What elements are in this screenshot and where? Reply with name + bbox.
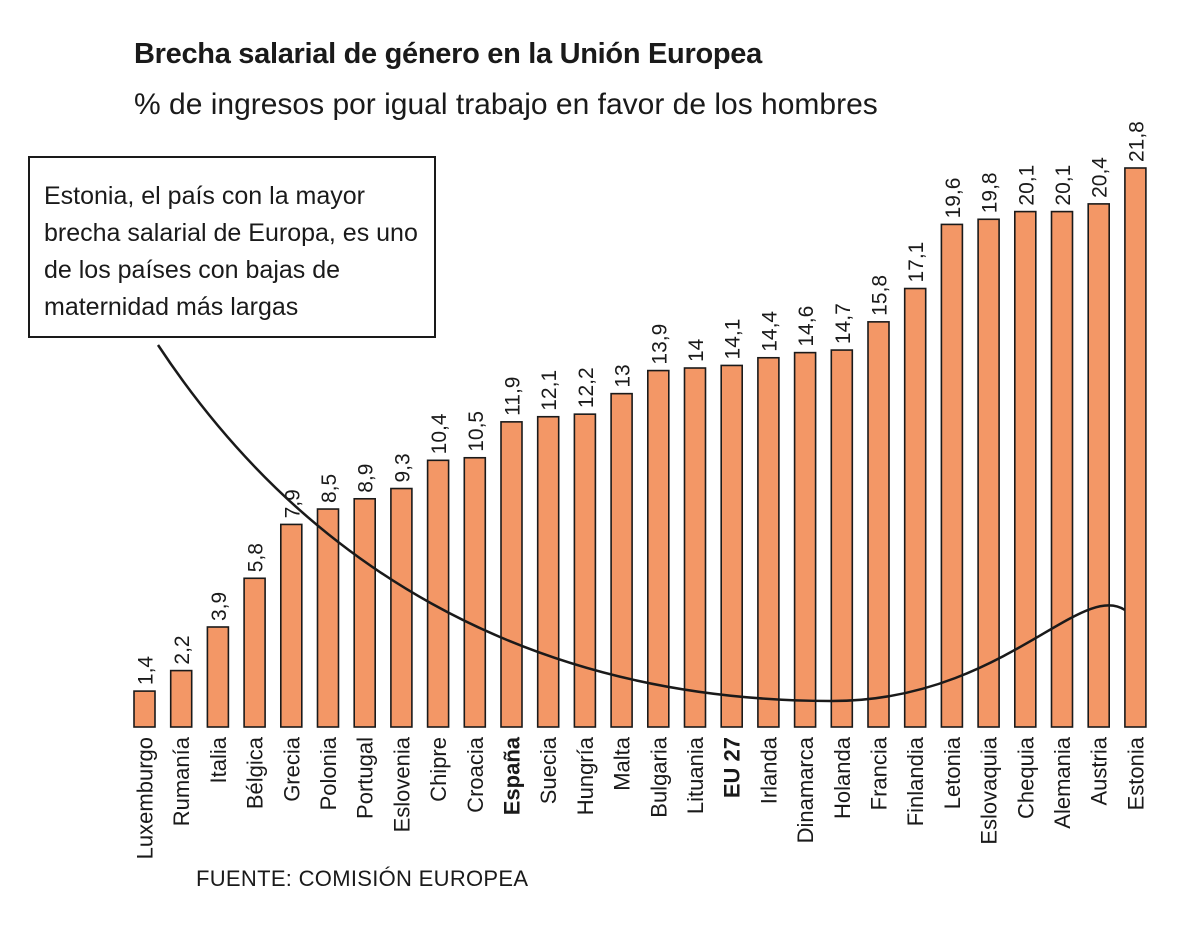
category-label-espana: España [500, 736, 525, 815]
bar-finlandia [903, 287, 927, 728]
annotation-curve [156, 344, 1126, 703]
category-label-croacia: Croacia [463, 736, 488, 813]
value-label-croacia: 10,5 [465, 411, 488, 452]
value-label-eslovaquia: 19,8 [979, 172, 1002, 213]
bar-francia [867, 321, 890, 728]
bar-espana [500, 421, 523, 728]
bar-suecia [536, 415, 560, 728]
category-label-portugal: Portugal [353, 737, 378, 819]
bars-layer [133, 167, 1147, 728]
value-label-malta: 13 [612, 364, 635, 387]
category-label-chipre: Chipre [426, 737, 451, 802]
chart-subtitle: % de ingresos por igual trabajo en favor… [134, 88, 878, 121]
value-label-espana: 11,9 [502, 377, 525, 416]
category-label-eslovaquia: Eslovaquia [977, 736, 1002, 844]
bar-alemania [1050, 210, 1074, 728]
category-label-grecia: Grecia [279, 736, 304, 802]
value-label-grecia: 7,9 [281, 489, 304, 518]
bar-grecia [279, 523, 303, 728]
category-label-austria: Austria [1087, 736, 1112, 805]
category-label-irlanda: Irlanda [756, 736, 781, 804]
value-label-belgica: 5,8 [245, 543, 268, 572]
value-label-irlanda: 14,4 [758, 311, 781, 352]
bar-chipre [426, 459, 450, 728]
value-label-polonia: 8,5 [318, 474, 341, 503]
value-label-italia: 3,9 [208, 592, 231, 621]
category-label-suecia: Suecia [536, 736, 561, 804]
value-label-eu-27: 14,1 [722, 319, 745, 360]
category-label-francia: Francia [867, 736, 892, 810]
value-label-portugal: 8,9 [355, 464, 378, 493]
category-label-italia: Italia [206, 736, 231, 783]
category-label-belgica: Bélgica [243, 736, 268, 809]
value-label-luxemburgo: 1,4 [135, 656, 158, 686]
bar-rumania [169, 669, 193, 728]
bar-belgica [243, 577, 266, 728]
bar-letonia [940, 223, 964, 728]
source-note: FUENTE: COMISIÓN EUROPEA [196, 866, 529, 891]
value-label-lituania: 14 [685, 338, 708, 362]
category-label-lituania: Lituania [683, 736, 708, 814]
value-label-finlandia: 17,1 [905, 242, 928, 283]
category-label-polonia: Polonia [316, 736, 341, 810]
value-label-rumania: 2,2 [171, 635, 194, 664]
chart-title: Brecha salarial de género en la Unión Eu… [134, 38, 762, 70]
bar-italia [206, 626, 230, 728]
value-label-holanda: 14,7 [832, 303, 855, 344]
value-label-letonia: 19,6 [942, 178, 965, 219]
bar-eslovaquia [977, 218, 1000, 728]
bar-eu-27 [720, 364, 744, 728]
value-label-bulgaria: 13,9 [648, 324, 671, 365]
value-label-dinamarca: 14,6 [795, 306, 818, 347]
bar-lituania [683, 367, 707, 728]
category-label-alemania: Alemania [1050, 736, 1075, 828]
bar-polonia [316, 508, 340, 728]
value-label-francia: 15,8 [869, 275, 892, 316]
value-label-alemania: 20,1 [1052, 165, 1075, 206]
value-label-suecia: 12,1 [538, 370, 561, 411]
category-label-eslovenia: Eslovenia [389, 736, 414, 832]
category-label-estonia: Estonia [1123, 736, 1148, 810]
category-label-holanda: Holanda [830, 736, 855, 819]
bar-hungria [573, 413, 597, 728]
category-label-luxemburgo: Luxemburgo [133, 737, 158, 859]
annotation-box: Estonia, el país con la mayor brecha sal… [28, 156, 436, 338]
value-label-estonia: 21,8 [1125, 121, 1148, 162]
bar-bulgaria [646, 369, 670, 728]
category-labels-layer: Luxemburgo Rumanía Italia Bélgica Grecia Polo… [133, 736, 1149, 859]
category-label-finlandia: Finlandia [903, 736, 928, 826]
value-label-eslovenia: 9,3 [391, 453, 414, 482]
bar-portugal [353, 497, 377, 728]
category-label-hungria: Hungría [573, 736, 598, 815]
annotation-text: Estonia, el país con la mayor brecha sal… [44, 182, 418, 321]
category-label-chequia: Chequia [1013, 736, 1038, 819]
category-label-rumania: Rumanía [169, 736, 194, 826]
value-label-chipre: 10,4 [428, 413, 451, 454]
category-label-malta: Malta [610, 736, 635, 791]
bar-eslovenia [390, 487, 413, 728]
bar-dinamarca [793, 351, 817, 728]
bar-estonia [1124, 167, 1147, 728]
category-label-dinamarca: Dinamarca [793, 736, 818, 843]
bar-malta [610, 392, 633, 728]
value-label-austria: 20,4 [1089, 157, 1112, 198]
bar-holanda [830, 349, 854, 728]
value-label-hungria: 12,2 [575, 367, 598, 408]
bar-chequia [1013, 210, 1037, 728]
bar-luxemburgo [133, 690, 156, 728]
category-label-eu-27: EU 27 [720, 737, 745, 798]
value-label-chequia: 20,1 [1015, 165, 1038, 206]
value-labels-layer: 1,4 2,2 3,9 5,8 7,9 8,5 8,9 9,3 10,4 10,5 11,9 12,1… [135, 121, 1149, 685]
bar-austria [1087, 203, 1110, 728]
bar-irlanda [757, 356, 780, 728]
category-label-bulgaria: Bulgaria [646, 736, 671, 817]
category-label-letonia: Letonia [940, 736, 965, 809]
bar-croacia [463, 456, 487, 728]
